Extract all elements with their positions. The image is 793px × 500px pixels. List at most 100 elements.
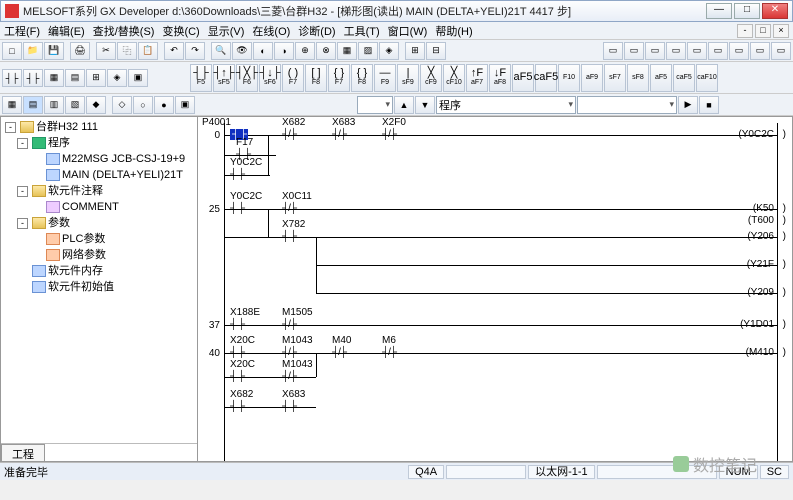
- menu-item[interactable]: 编辑(E): [48, 23, 85, 39]
- view-btn-5[interactable]: ◆: [86, 96, 106, 114]
- ladder-contact[interactable]: Y0C2C┤ ├: [230, 169, 244, 180]
- mdi-close[interactable]: ×: [773, 24, 789, 38]
- exec-button[interactable]: ▶: [678, 96, 698, 114]
- close-button[interactable]: ✕: [762, 3, 788, 19]
- maximize-button[interactable]: □: [734, 3, 760, 19]
- tree-root[interactable]: - 台群H32 111: [3, 119, 195, 135]
- zoom-dropdown[interactable]: [357, 96, 393, 114]
- tool-btn-6[interactable]: ▨: [358, 42, 378, 60]
- mode-btn-4[interactable]: ⊞: [86, 69, 106, 87]
- tool-btn-4[interactable]: ⊗: [316, 42, 336, 60]
- tree-node[interactable]: M22MSG JCB-CSJ-19+9: [3, 151, 195, 167]
- minimize-button[interactable]: —: [706, 3, 732, 19]
- ladder-tool-10[interactable]: ╳cF9: [420, 64, 442, 92]
- new-button[interactable]: □: [2, 42, 22, 60]
- monitor-button[interactable]: 👁: [232, 42, 252, 60]
- mode-btn-3[interactable]: ▤: [65, 69, 85, 87]
- ladder-tool-5[interactable]: [ ]F8: [305, 64, 327, 92]
- tree-toggle[interactable]: -: [17, 218, 28, 229]
- ladder-coil[interactable]: (T600: [748, 215, 774, 226]
- tree-node[interactable]: PLC参数: [3, 231, 195, 247]
- tree-toggle[interactable]: -: [17, 186, 28, 197]
- tree-node[interactable]: -参数: [3, 215, 195, 231]
- tree-node[interactable]: -软元件注释: [3, 183, 195, 199]
- tree-node[interactable]: 网络参数: [3, 247, 195, 263]
- project-tree[interactable]: - 台群H32 111 -程序M22MSG JCB-CSJ-19+9MAIN (…: [1, 117, 197, 443]
- ladder-tool-16[interactable]: F10: [558, 64, 580, 92]
- ladder-coil[interactable]: (Y21F: [747, 259, 774, 270]
- tool-btn-r1[interactable]: ▭: [603, 42, 623, 60]
- view-btn-4[interactable]: ▧: [65, 96, 85, 114]
- tool-btn-7[interactable]: ◈: [379, 42, 399, 60]
- mode-btn-1[interactable]: ┤├: [23, 69, 43, 87]
- nav-up[interactable]: ▲: [394, 96, 414, 114]
- ladder-tool-18[interactable]: sF7: [604, 64, 626, 92]
- view-btn-1[interactable]: ▦: [2, 96, 22, 114]
- ladder-coil[interactable]: (Y209: [747, 287, 774, 298]
- redo-button[interactable]: ↷: [185, 42, 205, 60]
- ladder-editor[interactable]: P4001 0M5002┤ ├X682┤/├X683┤/├X2F0┤/├(Y0C…: [198, 116, 793, 462]
- empty-dropdown[interactable]: [577, 96, 677, 114]
- ladder-contact[interactable]: X682┤/├: [282, 129, 296, 140]
- mode-btn-0[interactable]: ┤├: [2, 69, 22, 87]
- menu-item[interactable]: 变换(C): [162, 23, 199, 39]
- ladder-contact[interactable]: M6┤/├: [382, 347, 396, 358]
- ladder-tool-6[interactable]: { }F7: [328, 64, 350, 92]
- tree-toggle[interactable]: -: [17, 138, 28, 149]
- print-button[interactable]: 🖨: [70, 42, 90, 60]
- tool-btn-r7[interactable]: ▭: [729, 42, 749, 60]
- nav-down[interactable]: ▼: [415, 96, 435, 114]
- tree-node[interactable]: COMMENT: [3, 199, 195, 215]
- ladder-contact[interactable]: X683┤/├: [332, 129, 346, 140]
- copy-button[interactable]: ⿻: [117, 42, 137, 60]
- ladder-tool-15[interactable]: caF5: [535, 64, 557, 92]
- ladder-tool-14[interactable]: aF5: [512, 64, 534, 92]
- ladder-tool-0[interactable]: ┤├F5: [190, 64, 212, 92]
- ladder-contact[interactable]: X20C┤ ├: [230, 347, 244, 358]
- menu-item[interactable]: 工程(F): [4, 23, 40, 39]
- ladder-tool-20[interactable]: aF5: [650, 64, 672, 92]
- mode-btn-2[interactable]: ▦: [44, 69, 64, 87]
- tool-btn-3[interactable]: ⊕: [295, 42, 315, 60]
- menu-item[interactable]: 窗口(W): [388, 23, 428, 39]
- tree-tab-project[interactable]: 工程: [1, 444, 45, 461]
- ladder-tool-4[interactable]: ( )F7: [282, 64, 304, 92]
- ladder-contact[interactable]: M1043┤/├: [282, 371, 296, 382]
- view-btn-7[interactable]: ○: [133, 96, 153, 114]
- ladder-tool-22[interactable]: caF10: [696, 64, 718, 92]
- ladder-tool-17[interactable]: aF9: [581, 64, 603, 92]
- tool-btn-r5[interactable]: ▭: [687, 42, 707, 60]
- ladder-tool-1[interactable]: ┤↑├sF5: [213, 64, 235, 92]
- menu-item[interactable]: 在线(O): [252, 23, 290, 39]
- cut-button[interactable]: ✂: [96, 42, 116, 60]
- ladder-contact[interactable]: Y0C2C┤ ├: [230, 203, 244, 214]
- menu-item[interactable]: 帮助(H): [435, 23, 472, 39]
- undo-button[interactable]: ↶: [164, 42, 184, 60]
- ladder-coil[interactable]: (K50: [753, 203, 774, 214]
- ladder-tool-19[interactable]: sF8: [627, 64, 649, 92]
- ladder-coil[interactable]: (Y206: [747, 231, 774, 242]
- ladder-contact[interactable]: X683┤ ├: [282, 401, 296, 412]
- tool-btn-r9[interactable]: ▭: [771, 42, 791, 60]
- ladder-contact[interactable]: M40┤/├: [332, 347, 346, 358]
- ladder-contact[interactable]: X20C┤ ├: [230, 371, 244, 382]
- ladder-tool-11[interactable]: ╳cF10: [443, 64, 465, 92]
- ladder-coil[interactable]: (Y0C2C: [738, 129, 774, 140]
- tool-btn-1[interactable]: ◐: [253, 42, 273, 60]
- view-btn-6[interactable]: ◇: [112, 96, 132, 114]
- mdi-minimize[interactable]: -: [737, 24, 753, 38]
- ladder-tool-8[interactable]: —F9: [374, 64, 396, 92]
- tool-btn-8[interactable]: ⊞: [405, 42, 425, 60]
- ladder-contact[interactable]: X2F0┤/├: [382, 129, 396, 140]
- tool-btn-2[interactable]: ◑: [274, 42, 294, 60]
- ladder-contact[interactable]: X682┤ ├: [230, 401, 244, 412]
- view-btn-9[interactable]: ▣: [175, 96, 195, 114]
- tool-btn-5[interactable]: ▦: [337, 42, 357, 60]
- tool-btn-r4[interactable]: ▭: [666, 42, 686, 60]
- mode-btn-5[interactable]: ◈: [107, 69, 127, 87]
- open-button[interactable]: 📁: [23, 42, 43, 60]
- menu-item[interactable]: 查找/替换(S): [93, 23, 155, 39]
- ladder-tool-3[interactable]: ┤↓├sF6: [259, 64, 281, 92]
- ladder-tool-2[interactable]: ┤╳├F6: [236, 64, 258, 92]
- ladder-coil[interactable]: (Y1D01: [740, 319, 774, 330]
